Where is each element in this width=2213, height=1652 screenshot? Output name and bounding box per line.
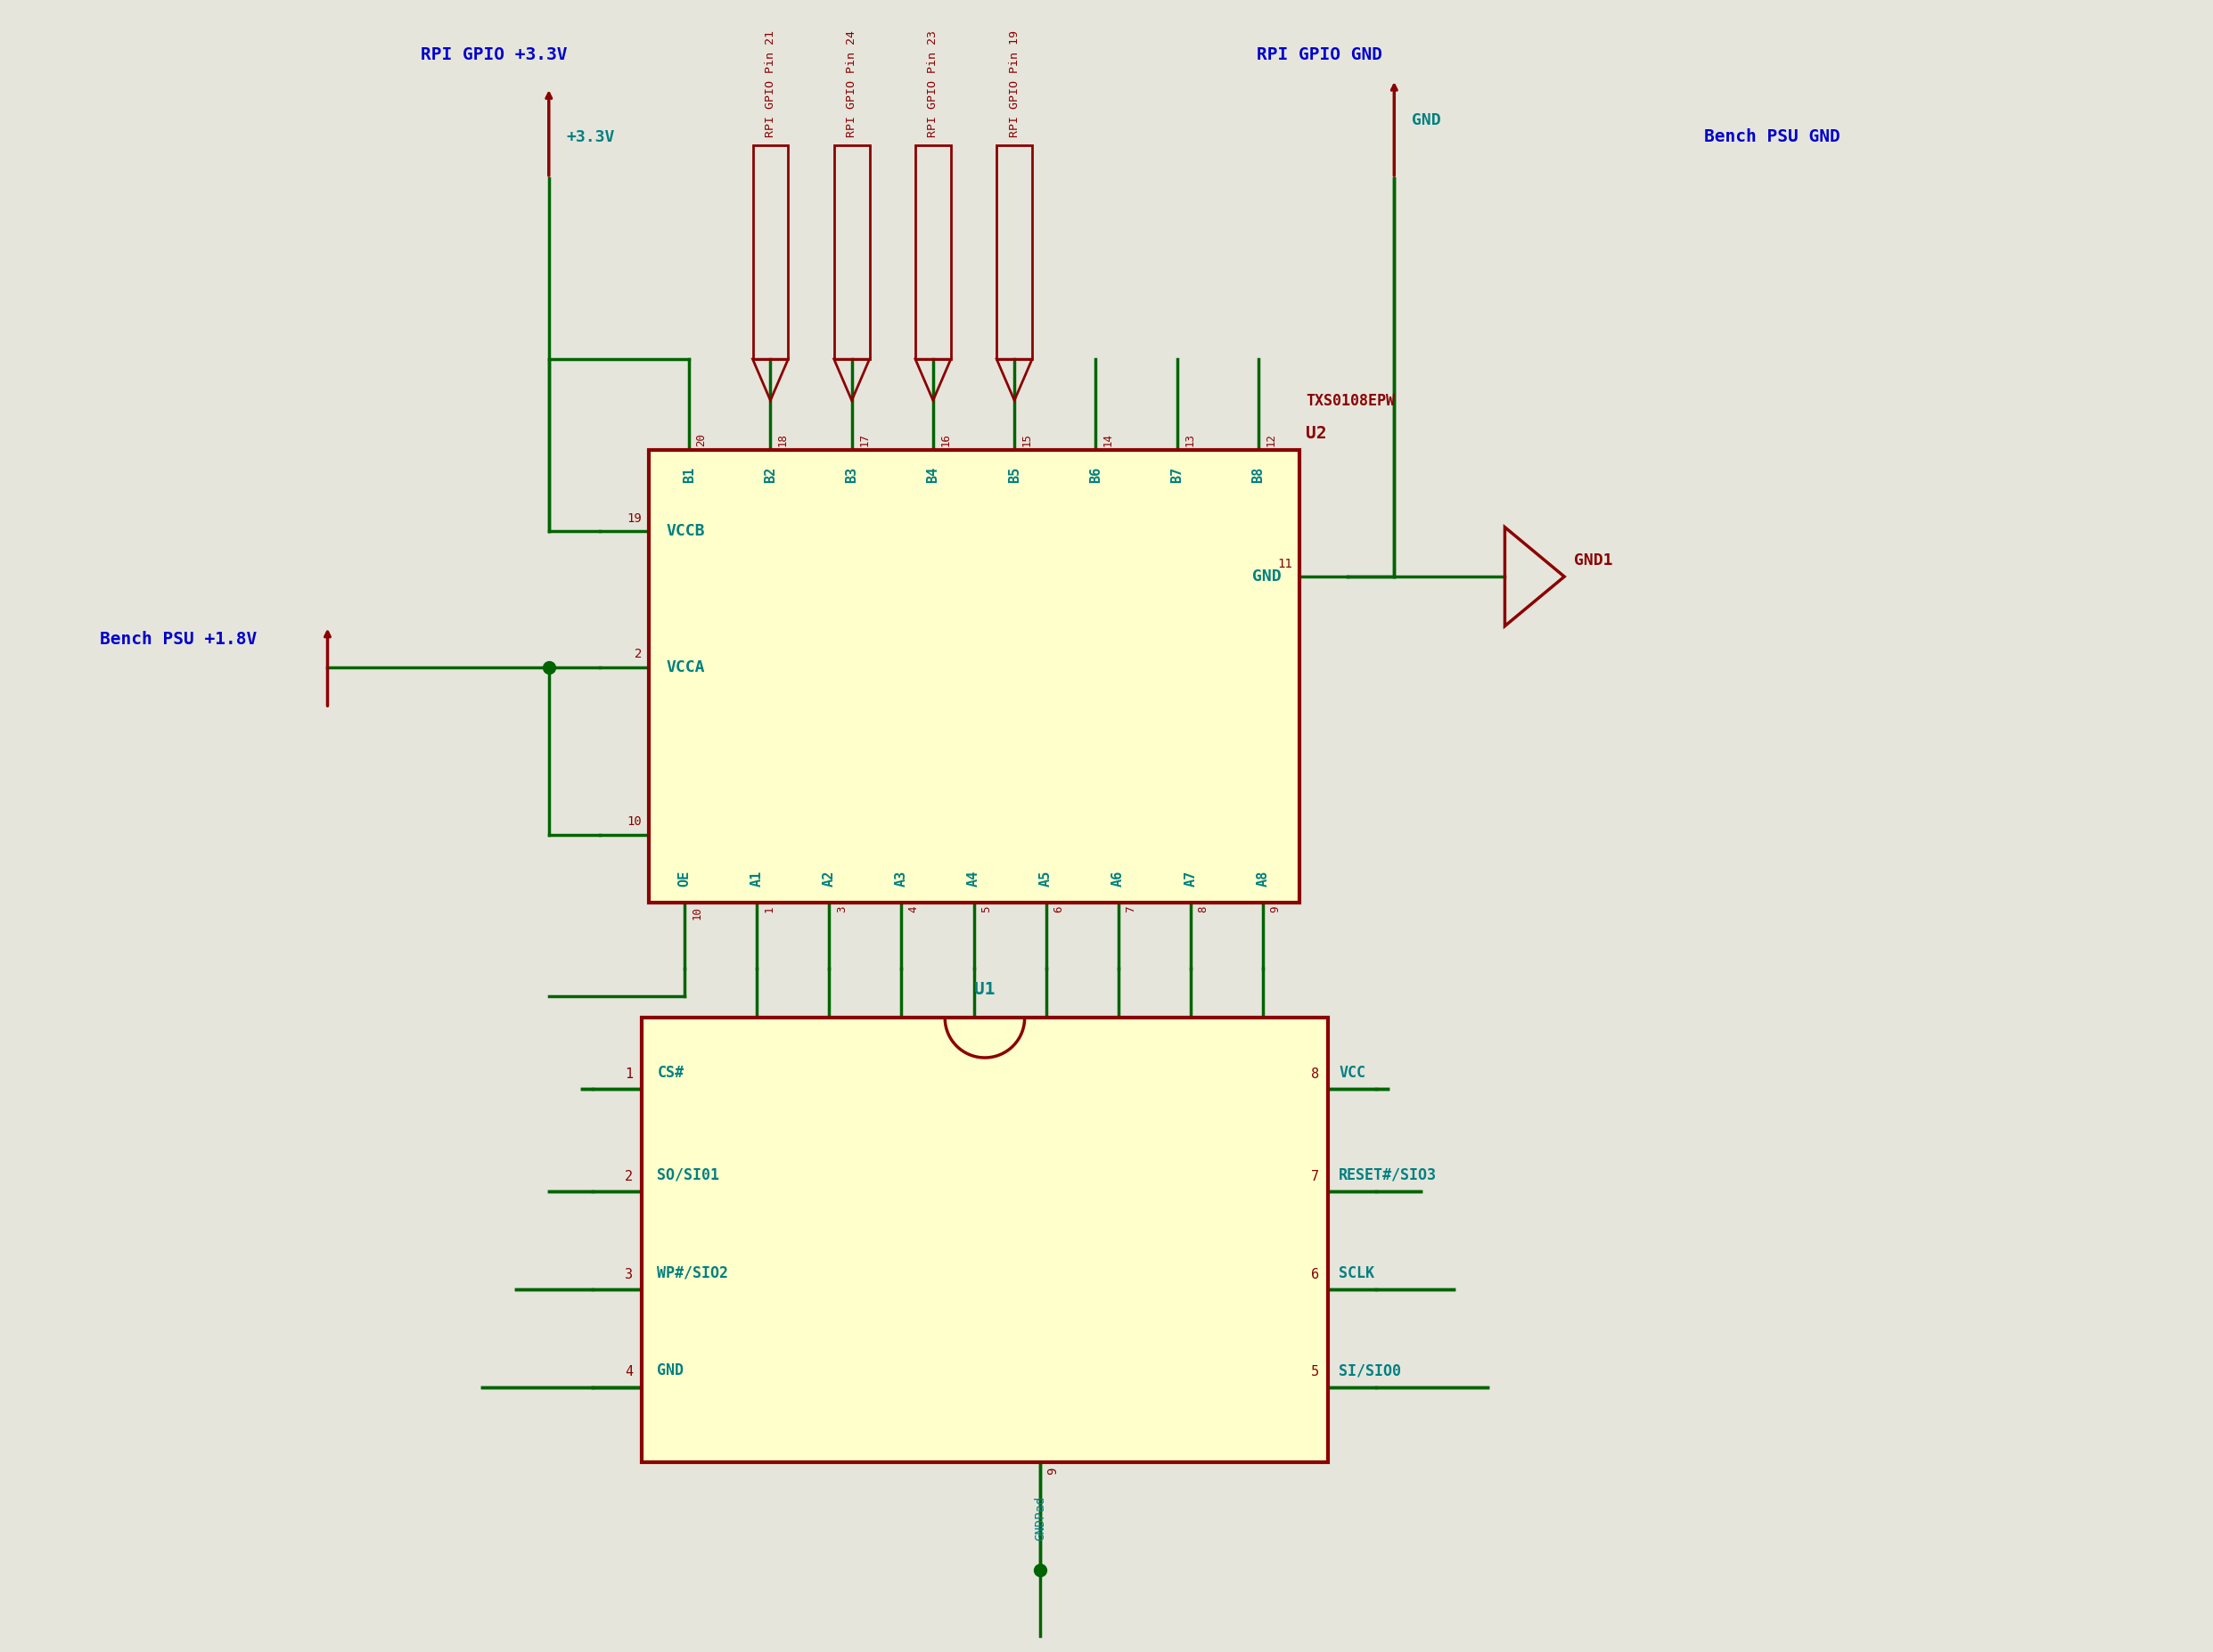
Text: GND: GND — [1412, 112, 1441, 129]
Text: A3: A3 — [894, 871, 907, 885]
Text: B8: B8 — [1253, 466, 1266, 482]
Text: GNDPad: GNDPad — [1033, 1495, 1047, 1540]
Text: B5: B5 — [1007, 466, 1020, 482]
Text: A4: A4 — [967, 871, 980, 885]
Text: 16: 16 — [941, 433, 952, 446]
Text: 20: 20 — [695, 433, 708, 446]
Text: CS#: CS# — [657, 1066, 684, 1080]
Text: 9: 9 — [1270, 905, 1281, 912]
Text: 6: 6 — [1310, 1267, 1319, 1280]
Text: 12: 12 — [1266, 433, 1277, 446]
Text: 5: 5 — [980, 905, 991, 912]
Text: RPI GPIO Pin 23: RPI GPIO Pin 23 — [927, 30, 938, 137]
Text: 7: 7 — [1124, 905, 1137, 912]
Text: RPI GPIO Pin 21: RPI GPIO Pin 21 — [766, 30, 777, 137]
Text: Bench PSU GND: Bench PSU GND — [1704, 129, 1841, 145]
Text: A8: A8 — [1257, 871, 1270, 885]
Text: Bench PSU +1.8V: Bench PSU +1.8V — [100, 631, 257, 648]
Text: 11: 11 — [1277, 558, 1292, 570]
Text: 7: 7 — [1310, 1170, 1319, 1183]
Text: 1: 1 — [624, 1067, 633, 1080]
Bar — [648, 449, 1299, 902]
Text: U1: U1 — [974, 981, 996, 998]
Text: SO/SI01: SO/SI01 — [657, 1166, 719, 1183]
Text: RPI GPIO GND: RPI GPIO GND — [1257, 46, 1383, 63]
Bar — [996, 145, 1031, 358]
Text: 9: 9 — [1047, 1467, 1060, 1475]
Text: A2: A2 — [823, 871, 837, 885]
Bar — [834, 145, 870, 358]
Text: U2: U2 — [1306, 425, 1326, 441]
Text: 5: 5 — [1310, 1366, 1319, 1379]
Text: B6: B6 — [1089, 466, 1102, 482]
Text: 1: 1 — [763, 905, 775, 912]
Text: 2: 2 — [624, 1170, 633, 1183]
Text: 19: 19 — [626, 512, 642, 525]
Text: GND1: GND1 — [1573, 552, 1613, 568]
Text: B4: B4 — [927, 466, 941, 482]
Text: 6: 6 — [1053, 905, 1064, 912]
Bar — [642, 1018, 1328, 1462]
Text: 4: 4 — [907, 905, 921, 912]
Text: 3: 3 — [624, 1267, 633, 1280]
Text: VCC: VCC — [1339, 1066, 1365, 1080]
Text: SCLK: SCLK — [1339, 1265, 1374, 1280]
Text: GND: GND — [1253, 568, 1281, 585]
Text: RPI GPIO Pin 24: RPI GPIO Pin 24 — [845, 30, 856, 137]
Text: 13: 13 — [1184, 433, 1195, 446]
Text: B2: B2 — [763, 466, 777, 482]
Text: B1: B1 — [682, 466, 695, 482]
Text: RPI GPIO +3.3V: RPI GPIO +3.3V — [420, 46, 567, 63]
Text: 3: 3 — [837, 905, 848, 912]
Text: RESET#/SIO3: RESET#/SIO3 — [1339, 1166, 1436, 1183]
Text: TXS0108EPW: TXS0108EPW — [1306, 393, 1394, 408]
Text: RPI GPIO Pin 19: RPI GPIO Pin 19 — [1009, 30, 1020, 137]
Text: 14: 14 — [1102, 433, 1113, 446]
Text: B7: B7 — [1171, 466, 1184, 482]
Text: WP#/SIO2: WP#/SIO2 — [657, 1265, 728, 1280]
Text: 18: 18 — [777, 433, 788, 446]
Text: A6: A6 — [1111, 871, 1124, 885]
Text: VCCA: VCCA — [666, 659, 706, 676]
Text: OE: OE — [677, 871, 690, 885]
Text: 10: 10 — [690, 905, 704, 920]
Text: 10: 10 — [626, 816, 642, 828]
Text: VCCB: VCCB — [666, 524, 706, 539]
Text: A7: A7 — [1184, 871, 1197, 885]
Text: 17: 17 — [859, 433, 870, 446]
Text: 8: 8 — [1310, 1067, 1319, 1080]
Text: 4: 4 — [624, 1366, 633, 1379]
Text: +3.3V: +3.3V — [567, 129, 615, 145]
Bar — [752, 145, 788, 358]
Text: A1: A1 — [750, 871, 763, 885]
Text: B3: B3 — [845, 466, 859, 482]
Text: GND: GND — [657, 1363, 684, 1379]
Bar — [916, 145, 952, 358]
Text: 8: 8 — [1197, 905, 1208, 912]
Text: SI/SIO0: SI/SIO0 — [1339, 1363, 1401, 1379]
Text: A5: A5 — [1040, 871, 1053, 885]
Text: 15: 15 — [1020, 433, 1033, 446]
Text: 2: 2 — [635, 648, 642, 661]
